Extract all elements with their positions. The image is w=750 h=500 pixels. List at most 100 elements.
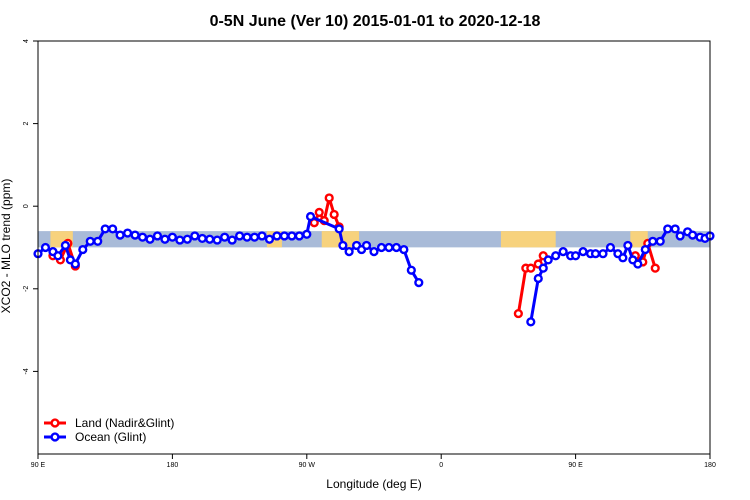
data-point — [655, 236, 665, 246]
y-tick-label: 4 — [23, 39, 30, 43]
data-point — [406, 265, 416, 275]
data-point — [623, 240, 633, 251]
x-tick-label: 90 E — [31, 462, 46, 469]
data-point — [115, 230, 125, 240]
data-point — [205, 234, 215, 244]
data-point — [338, 240, 348, 251]
x-tick-label: 180 — [704, 462, 716, 469]
data-point — [558, 247, 568, 257]
data-point — [78, 244, 88, 255]
data-point — [670, 224, 680, 234]
data-point — [272, 231, 282, 241]
data-point — [122, 228, 133, 238]
data-point — [640, 244, 650, 255]
data-point — [648, 236, 658, 246]
x-tick-label: 90 W — [299, 462, 316, 469]
series-layer — [33, 193, 715, 327]
data-point — [302, 229, 312, 239]
data-point — [137, 232, 148, 242]
data-point — [167, 232, 178, 242]
data-point — [145, 234, 155, 244]
data-point — [598, 249, 608, 259]
data-point — [305, 211, 316, 222]
data-point — [538, 263, 548, 273]
y-axis: -4 -2 0 2 4 — [23, 39, 38, 375]
data-point — [376, 242, 387, 253]
data-point — [633, 259, 643, 269]
data-point — [70, 259, 80, 269]
series-ocean — [33, 211, 715, 327]
land-band — [500, 231, 556, 248]
data-point — [526, 263, 536, 273]
chart-title: 0-5N June (Ver 10) 2015-01-01 to 2020-12… — [210, 13, 541, 30]
data-point — [60, 240, 70, 251]
data-point — [130, 230, 140, 240]
data-point — [414, 278, 424, 288]
data-point — [361, 240, 372, 251]
y-axis-label: XCO2 - MLO trend (ppm) — [0, 179, 13, 314]
legend-marker — [50, 418, 60, 428]
data-point — [100, 224, 110, 234]
y-tick-label: -2 — [23, 286, 30, 292]
legend-marker — [50, 432, 60, 442]
data-point — [329, 209, 339, 220]
data-point — [675, 231, 685, 241]
data-point — [590, 249, 601, 259]
data-point — [264, 234, 275, 244]
legend-label: Land (Nadir&Glint) — [75, 416, 174, 430]
data-point — [257, 231, 267, 241]
data-point — [108, 224, 118, 234]
y-tick-label: -4 — [23, 368, 30, 374]
data-point — [152, 231, 163, 241]
data-point — [242, 232, 252, 242]
data-point — [369, 247, 379, 257]
y-tick-label: 0 — [23, 204, 30, 208]
data-point — [533, 273, 543, 284]
data-point — [687, 230, 698, 240]
data-point — [85, 236, 95, 246]
data-point — [334, 224, 344, 234]
data-point — [618, 253, 628, 263]
data-point — [227, 235, 237, 245]
y-tick-label: 2 — [23, 122, 30, 126]
x-axis: 90 E 180 90 W 0 90 E 180 — [31, 454, 716, 469]
x-tick-label: 180 — [167, 462, 179, 469]
data-point — [160, 234, 170, 244]
data-point — [190, 231, 200, 241]
x-axis-label: Longitude (deg E) — [326, 477, 421, 491]
data-point — [578, 247, 588, 257]
data-point — [605, 242, 616, 253]
data-point — [235, 231, 245, 241]
data-point — [212, 235, 222, 245]
data-point — [314, 207, 324, 217]
data-point — [526, 317, 536, 327]
data-point — [650, 263, 660, 273]
data-point — [344, 247, 354, 257]
data-point — [513, 308, 523, 319]
data-point — [570, 251, 581, 261]
data-point — [53, 251, 63, 261]
data-point — [220, 232, 230, 242]
data-point — [663, 224, 673, 234]
data-point — [182, 234, 192, 244]
x-tick-label: 0 — [439, 462, 443, 469]
data-point — [391, 242, 402, 253]
data-point — [93, 236, 103, 246]
data-point — [279, 231, 290, 241]
x-tick-label: 90 E — [568, 462, 583, 469]
data-point — [384, 242, 394, 253]
data-point — [287, 231, 297, 241]
legend: Land (Nadir&Glint)Ocean (Glint) — [44, 416, 174, 444]
data-point — [294, 231, 304, 241]
data-point — [40, 242, 51, 253]
data-point — [175, 235, 185, 245]
data-point — [399, 244, 409, 255]
data-point — [543, 255, 553, 265]
data-point — [551, 251, 561, 261]
plot-frame — [37, 40, 711, 455]
data-point — [324, 193, 334, 203]
legend-label: Ocean (Glint) — [75, 430, 146, 444]
data-point — [197, 233, 207, 244]
data-point — [249, 232, 260, 242]
